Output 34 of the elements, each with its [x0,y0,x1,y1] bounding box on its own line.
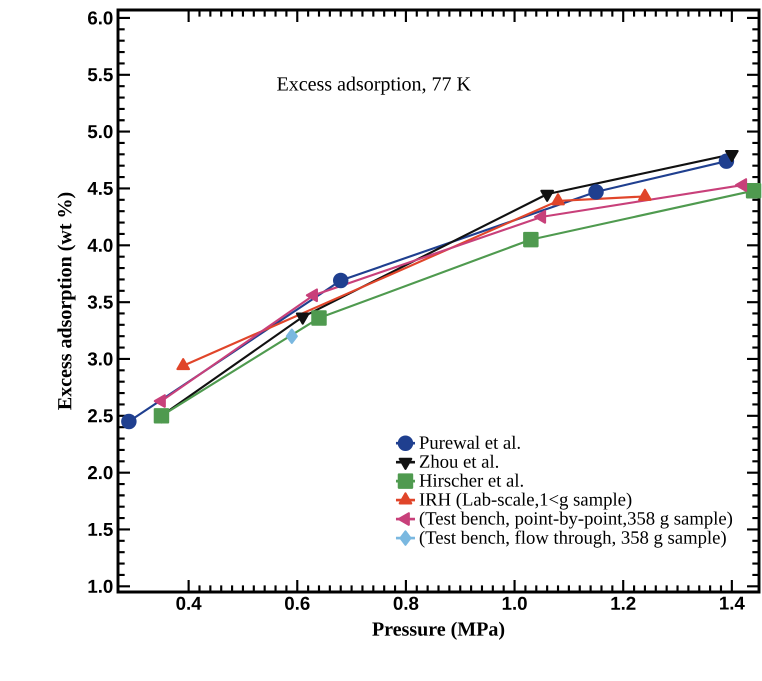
y-tick-label: 6.0 [88,11,113,25]
x-tick-label: 1.0 [502,596,527,610]
point [332,272,348,288]
y-tick-label: 1.5 [88,522,113,536]
x-tick-label: 1.2 [611,596,636,610]
y-axis-title: Excess adsorption (wt %) [57,192,76,410]
point [311,310,327,326]
point [523,232,539,248]
point [286,328,298,344]
y-tick-label: 4.5 [88,182,113,195]
x-tick-label: 1.4 [720,596,745,610]
point [588,184,604,200]
legend-label: (Test bench, flow through, 358 g sample) [420,530,726,548]
legend-label: Purewal et al. [420,436,520,449]
x-tick-label: 0.6 [285,596,310,610]
point [121,414,137,430]
x-tick-label: 0.4 [176,596,202,610]
point [154,408,170,424]
y-tick-label: 5.0 [88,124,113,138]
legend-label: (Test bench, point-by-point,358 g sample) [420,512,732,529]
x-tick-label: 0.8 [394,596,418,610]
y-tick-label: 2.0 [88,466,113,480]
legend-label: IRH (Lab-scale,1<g sample) [420,492,632,510]
point [746,182,762,198]
y-tick-label: 5.5 [88,68,113,82]
y-tick-label: 2.5 [88,409,113,422]
annotation: Excess adsorption, 77 K [277,76,471,95]
legend-label: Zhou et al. [420,454,498,468]
y-tick-label: 4.0 [88,238,113,252]
y-tick-label: 3.5 [88,295,113,309]
legend-label: Hirscher et al. [420,474,523,487]
y-tick-label: 1.0 [88,580,113,593]
x-axis-title: Pressure (MPa) [372,622,504,640]
y-tick-label: 3.0 [88,352,113,366]
